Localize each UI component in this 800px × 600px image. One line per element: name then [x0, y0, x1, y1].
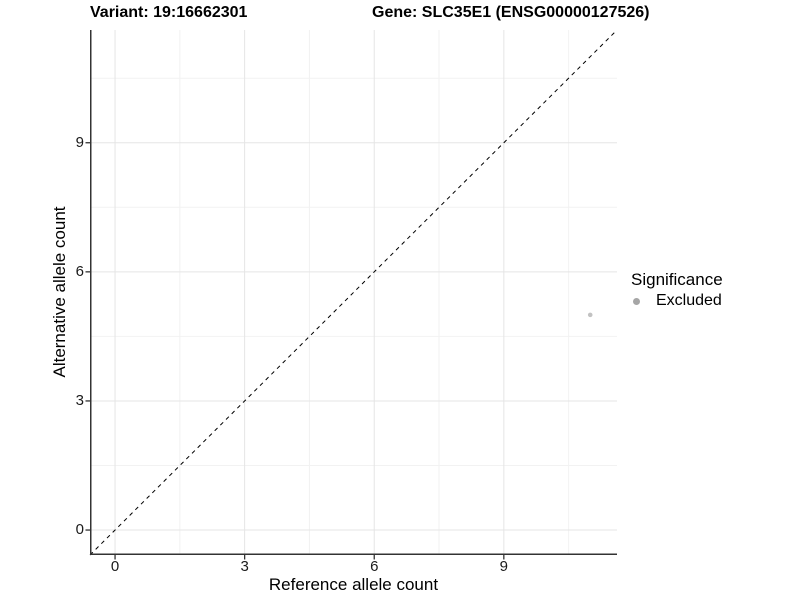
chart-panel	[85, 29, 618, 560]
y-tick-label: 9	[75, 133, 84, 151]
data-point	[587, 312, 593, 318]
plot-title-gene: Gene: SLC35E1 (ENSG00000127526)	[372, 4, 650, 21]
x-tick-label: 0	[110, 558, 120, 575]
legend-key	[630, 292, 654, 310]
legend-point-icon	[633, 297, 640, 305]
y-tick-label: 0	[75, 521, 84, 539]
x-tick-label: 3	[240, 558, 249, 575]
x-axis-title: Reference allele count	[268, 575, 439, 594]
legend-item-label: Excluded	[656, 292, 722, 309]
y-tick-label: 3	[75, 391, 84, 409]
legend-item-excluded: Excluded	[631, 292, 723, 310]
legend: Significance Excluded	[631, 270, 723, 310]
x-tick-label: 9	[499, 558, 508, 575]
y-axis-title: Alternative allele count	[50, 206, 69, 378]
plot-title-variant: Variant: 19:16662301	[90, 4, 248, 21]
x-tick-label: 6	[370, 558, 379, 575]
y-tick-label: 6	[75, 262, 84, 280]
legend-title: Significance	[631, 270, 723, 289]
identity-dashed-line	[89, 29, 618, 556]
